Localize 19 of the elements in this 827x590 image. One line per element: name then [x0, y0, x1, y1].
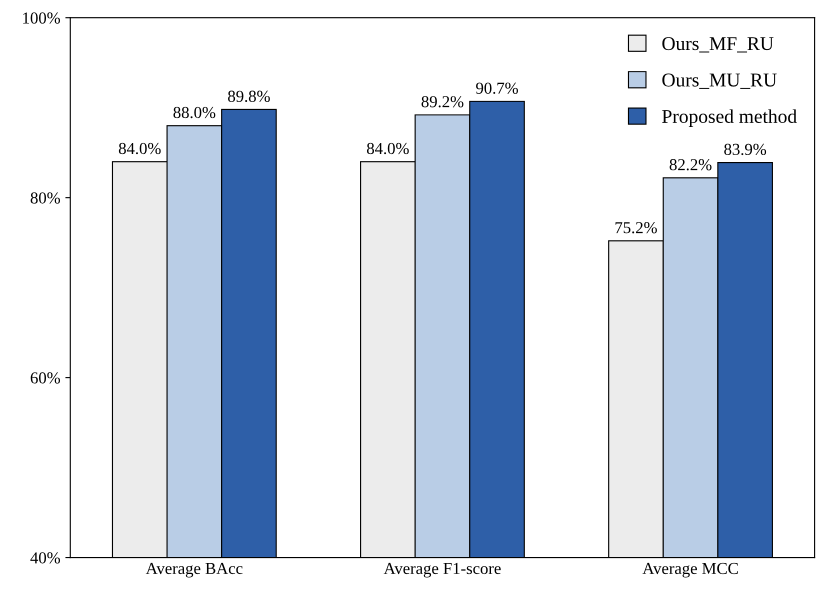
- data-label: 84.0%: [366, 142, 409, 154]
- data-label: 90.7%: [476, 82, 518, 94]
- x-tick-label: Average BAcc: [146, 562, 242, 578]
- legend-label: Ours_MU_RU: [662, 74, 777, 89]
- data-label: 82.2%: [670, 159, 712, 170]
- x-tick-label: Average MCC: [642, 562, 738, 578]
- legend-label: Proposed method: [662, 109, 797, 127]
- x-tick-label: Average F1-score: [384, 562, 501, 578]
- data-label: 83.9%: [724, 144, 766, 156]
- y-tick-label: 100%: [23, 12, 60, 24]
- y-tick-label: 80%: [30, 192, 60, 204]
- data-label: 84.0%: [118, 142, 161, 154]
- data-label: 88.0%: [173, 106, 216, 118]
- data-label: 89.2%: [422, 96, 464, 108]
- legend-label: Ours_MF_RU: [662, 37, 774, 52]
- data-label: 75.2%: [616, 222, 657, 234]
- data-label: 89.8%: [228, 90, 270, 102]
- y-tick-label: 60%: [30, 372, 60, 384]
- y-tick-label: 40%: [30, 552, 60, 564]
